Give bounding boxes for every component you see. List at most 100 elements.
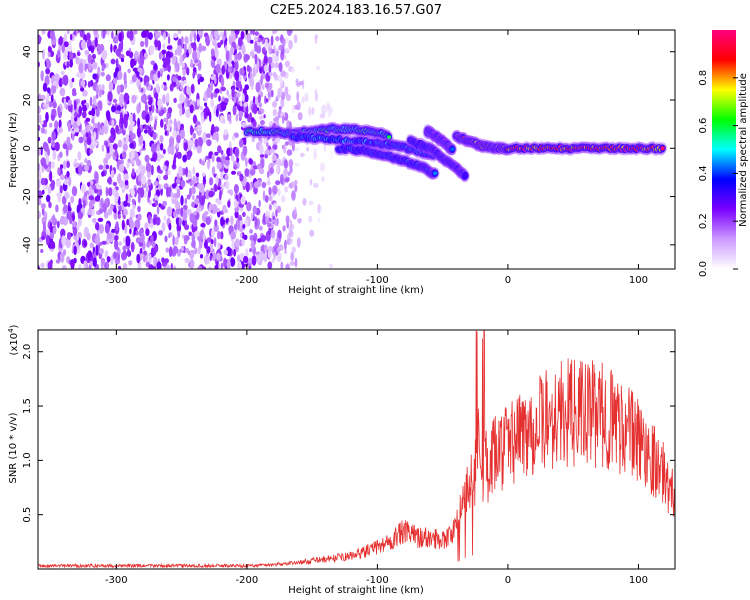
heatmap-cell [55, 204, 59, 213]
heatmap-cell [159, 154, 164, 159]
heatmap-cell [266, 142, 269, 148]
heatmap-cell [284, 86, 289, 96]
heatmap-cell [155, 189, 161, 197]
heatmap-cell [127, 248, 130, 257]
heatmap-cell [125, 235, 131, 247]
heatmap-cell [115, 124, 119, 134]
heatmap-cell [92, 61, 98, 70]
heatmap-cell [238, 37, 243, 47]
heatmap-cell [77, 151, 82, 161]
heatmap-cell [45, 111, 49, 123]
heatmap-cell [99, 224, 104, 234]
heatmap-cell [62, 265, 67, 269]
heatmap-noise-cells [38, 30, 334, 269]
heatmap-cell [264, 149, 270, 155]
heatmap-cell [277, 188, 281, 197]
heatmap-cell [275, 94, 280, 101]
heatmap-cell [70, 195, 75, 204]
heatmap-cell [250, 240, 255, 250]
heatmap-cell [93, 131, 96, 141]
heatmap-cell [196, 98, 200, 107]
heatmap-cell [84, 164, 89, 172]
heatmap-cell [240, 232, 243, 239]
heatmap-cell [63, 179, 69, 186]
heatmap-cell [164, 130, 168, 136]
heatmap-cell [83, 240, 88, 247]
heatmap-feature-core [450, 147, 455, 152]
heatmap-cell [189, 213, 195, 223]
heatmap-cell [59, 164, 64, 169]
colorbar-tick-label: 0.8 [698, 70, 709, 86]
heatmap-cell [157, 98, 163, 109]
heatmap-cell [162, 261, 168, 267]
heatmap-cell [46, 92, 50, 103]
heatmap-cell [222, 34, 225, 43]
heatmap-cell [107, 187, 113, 197]
heatmap-cell [82, 104, 88, 112]
heatmap-cell [98, 164, 104, 170]
heatmap-cell [135, 218, 141, 230]
heatmap-cell [317, 217, 321, 223]
heatmap-cell [96, 230, 101, 235]
heatmap-cell [122, 250, 128, 260]
heatmap-cell [184, 197, 188, 205]
heatmap-cell [225, 50, 230, 62]
heatmap-cell [192, 194, 195, 201]
heatmap-cell [272, 108, 278, 117]
heatmap-cell [141, 175, 147, 185]
heatmap-cell [282, 115, 285, 124]
heatmap-cell [46, 60, 52, 69]
heatmap-cell [73, 245, 77, 256]
heatmap-cell [141, 165, 146, 174]
heatmap-cell [45, 154, 49, 166]
heatmap-cell [202, 232, 206, 243]
heatmap-cell [193, 211, 197, 216]
heatmap-cell [196, 50, 201, 60]
heatmap-cell [87, 124, 91, 129]
heatmap-cell [309, 178, 313, 186]
heatmap-cell [101, 50, 107, 61]
heatmap-cell [166, 45, 173, 50]
heatmap-cell [215, 108, 219, 118]
heatmap-cell [286, 119, 290, 130]
snr-y-tick-label: 2.0 [22, 344, 33, 360]
heatmap-cell [95, 107, 100, 118]
heatmap-cell [92, 73, 97, 80]
heatmap-cell [190, 83, 195, 94]
heatmap-cell [56, 179, 61, 188]
heatmap-cell [172, 76, 177, 83]
heatmap-cell [48, 101, 53, 108]
heatmap-cell [115, 58, 119, 68]
heatmap-cell [254, 181, 260, 189]
heatmap-cell [149, 74, 155, 81]
heatmap-cell [112, 76, 118, 85]
heatmap-cell [94, 37, 98, 47]
heatmap-cell [66, 160, 70, 168]
heatmap-cell [168, 233, 171, 239]
heatmap-cell [114, 33, 119, 43]
heatmap-cell [230, 257, 236, 267]
heatmap-cell [289, 261, 296, 266]
heatmap-cell [86, 32, 91, 41]
heatmap-cell [146, 114, 150, 122]
heatmap-cell [97, 49, 102, 55]
heatmap-cell [119, 93, 125, 104]
heatmap-cell [118, 32, 123, 43]
heatmap-cell [180, 179, 186, 188]
heatmap-cell [267, 249, 272, 259]
heatmap-cell [240, 196, 246, 205]
heatmap-cell [150, 247, 154, 258]
heatmap-cell [174, 49, 178, 56]
colorbar-scale [712, 30, 736, 269]
heatmap-cell [249, 39, 254, 44]
heatmap-cell [176, 188, 181, 199]
heatmap-cell [122, 262, 128, 269]
heatmap-cell [269, 167, 275, 175]
heatmap-cell [278, 62, 283, 72]
snr-x-tick-label: -200 [236, 575, 259, 586]
heatmap-cell [144, 75, 150, 83]
heatmap-cell [245, 181, 250, 193]
heatmap-cell [137, 205, 141, 213]
heatmap-cell [40, 177, 46, 186]
heatmap-cell [201, 113, 205, 124]
